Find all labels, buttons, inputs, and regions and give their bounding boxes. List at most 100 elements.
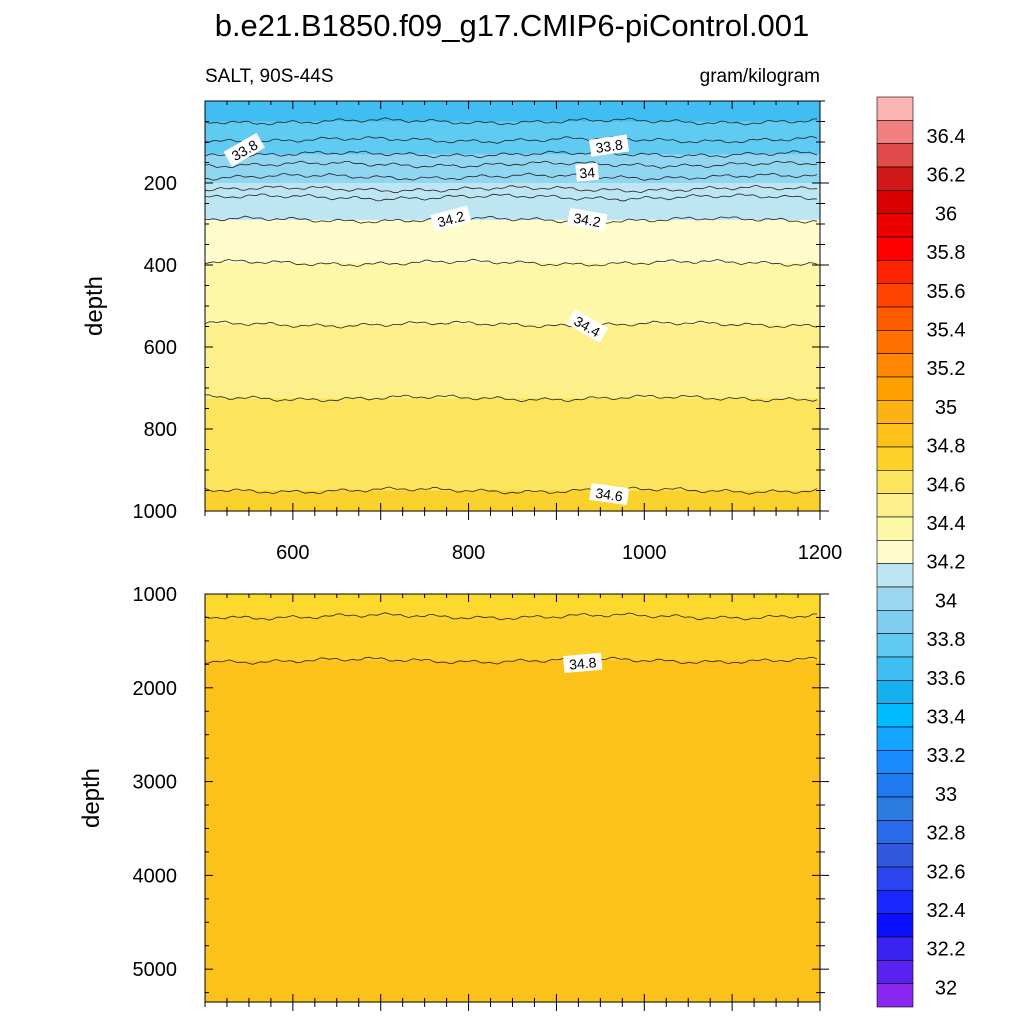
lower-y-tick-label: 3000 [133,772,178,794]
lower-contour-line [204,612,818,621]
upper-band-4 [205,219,820,264]
colorbar-box [876,190,914,214]
upper-contour-line [204,394,818,403]
colorbar-box [876,306,914,331]
colorbar-label: 33.6 [927,668,966,690]
colorbar-box [876,656,914,681]
lower-contour-label: 34.8 [563,652,603,674]
colorbar-boxes [876,96,914,1008]
lower-panel: 34.8 1000 2000 3000 4000 5000 depth [78,584,829,1011]
svg-text:34: 34 [579,164,596,181]
upper-contour-line [204,185,818,194]
upper-contour-label: 34.2 [430,205,472,232]
lower-y-tick-label: 2000 [133,678,178,700]
upper-band-3 [205,183,820,221]
colorbar-box [876,983,914,1008]
upper-x-ticks: 600 800 1000 1200 [204,101,842,564]
colorbar-label: 32 [935,977,957,999]
colorbar-box [876,330,914,354]
upper-contour-label: 34 [575,162,599,182]
lower-bands [205,594,820,1003]
colorbar: 36.4 36.2 36 35.8 35.6 35.4 35.2 35 34.8 34.6 34.4… [876,96,966,1008]
upper-band-5 [205,262,820,326]
upper-contour-line [204,320,818,329]
lower-y-ticks: 1000 2000 3000 4000 5000 [133,584,829,994]
colorbar-label: 33 [935,784,957,806]
colorbar-box [876,400,914,424]
colorbar-label: 33.4 [927,707,966,729]
upper-band-6 [205,324,820,399]
colorbar-box [876,423,914,448]
upper-contour-line [204,193,818,202]
upper-y-tick-label: 600 [144,337,177,359]
upper-y-tick-label: 200 [144,173,177,195]
lower-y-tick-label: 1000 [133,584,178,606]
colorbar-label: 36 [935,203,957,225]
colorbar-box [876,843,914,868]
upper-contour-label: 34.6 [589,483,630,506]
upper-band-8 [205,490,820,512]
colorbar-label: 34.4 [927,513,966,535]
colorbar-label: 35.2 [927,358,966,380]
colorbar-box [876,213,914,238]
colorbar-label: 32.2 [927,939,966,961]
colorbar-label: 35.6 [927,281,966,303]
svg-text:33.8: 33.8 [595,136,624,156]
lower-y-tick-label: 4000 [133,865,178,887]
svg-text:34.2: 34.2 [436,208,467,231]
colorbar-box [876,143,914,168]
colorbar-box [876,633,914,658]
colorbar-label: 36.4 [927,126,966,148]
colorbar-label: 35 [935,397,957,419]
colorbar-box [876,680,914,704]
upper-y-tick-label: 800 [144,419,177,441]
variable-label: SALT, 90S-44S [205,66,334,87]
colorbar-label: 36.2 [927,165,966,187]
colorbar-box [876,586,914,611]
colorbar-label: 32.8 [927,823,966,845]
upper-band-7 [205,398,820,492]
colorbar-label: 33.8 [927,629,966,651]
upper-contour-line [204,135,818,145]
colorbar-box [876,960,914,984]
colorbar-box [876,376,914,401]
svg-text:34.6: 34.6 [595,485,624,505]
colorbar-label: 34.6 [927,474,966,496]
upper-contour-label: 33.8 [589,134,630,157]
colorbar-box [876,120,914,144]
colorbar-box [876,773,914,798]
colorbar-box [876,913,914,938]
colorbar-label: 34.8 [927,436,966,458]
lower-band-0 [205,594,820,618]
svg-text:34.2: 34.2 [572,210,602,231]
upper-band-2 [205,154,820,184]
colorbar-label: 35.4 [927,320,966,342]
colorbar-labels: 36.4 36.2 36 35.8 35.6 35.4 35.2 35 34.8 34.6 34.4… [927,126,966,999]
upper-x-tick-label: 800 [452,542,485,564]
colorbar-box [876,516,914,541]
colorbar-box [876,890,914,914]
upper-contour-line [204,486,818,495]
colorbar-box [876,726,914,751]
upper-contour-line [204,160,818,169]
lower-band-2 [205,660,820,1003]
upper-contour-line [204,215,818,224]
lower-band-1 [205,616,820,662]
upper-y-tick-label: 1000 [133,501,178,523]
upper-band-0 [205,101,820,123]
colorbar-label: 32.6 [927,861,966,883]
colorbar-box [876,166,914,191]
upper-y-ticks: 200 400 600 800 1000 [133,100,829,523]
colorbar-box [876,96,914,121]
upper-bands [205,101,820,512]
colorbar-box [876,703,914,728]
upper-ylabel: depth [81,276,108,336]
colorbar-box [876,446,914,471]
units-label: gram/kilogram [700,66,820,87]
colorbar-box [876,750,914,774]
lower-ylabel: depth [78,768,105,828]
colorbar-label: 33.2 [927,745,966,767]
colorbar-box [876,610,914,634]
